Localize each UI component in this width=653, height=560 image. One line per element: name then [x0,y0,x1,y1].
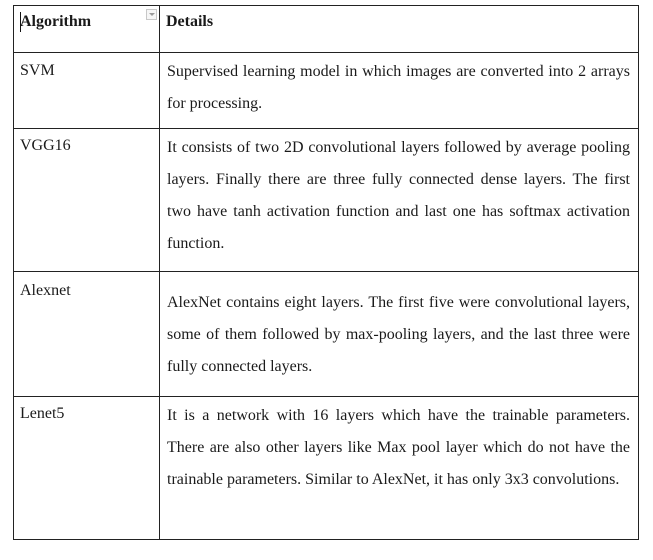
table-row: VGG16 It consists of two 2D convolutiona… [13,128,639,272]
table-header-row: Algorithm Details [13,5,639,53]
algorithm-name: SVM [20,62,55,79]
algorithm-cell[interactable]: VGG16 [13,128,160,272]
algorithm-name: Lenet5 [20,405,65,422]
details-cell[interactable]: Supervised learning model in which image… [159,52,639,129]
table-row: Lenet5 It is a network with 16 layers wh… [13,396,639,540]
filter-dropdown-icon[interactable] [146,9,157,20]
table-row: Alexnet AlexNet contains eight layers. T… [13,271,639,397]
table-row: SVM Supervised learning model in which i… [13,52,639,129]
algorithm-cell[interactable]: Alexnet [13,271,160,397]
algorithm-cell[interactable]: Lenet5 [13,396,160,540]
algorithm-details: It consists of two 2D convolutional laye… [167,139,630,252]
algorithm-name: VGG16 [20,137,71,154]
details-cell[interactable]: It is a network with 16 layers which hav… [159,396,639,540]
header-cell-details[interactable]: Details [159,5,639,53]
header-algorithm-label: Algorithm [20,13,92,30]
header-cell-algorithm[interactable]: Algorithm [13,5,160,53]
algorithm-details: It is a network with 16 layers which hav… [167,407,630,488]
algorithm-details: AlexNet contains eight layers. The first… [167,294,630,375]
header-details-label: Details [166,13,214,30]
algorithm-name: Alexnet [20,282,71,299]
text-cursor [20,12,21,32]
details-cell[interactable]: AlexNet contains eight layers. The first… [159,271,639,397]
details-cell[interactable]: It consists of two 2D convolutional laye… [159,128,639,272]
algorithm-details: Supervised learning model in which image… [167,63,630,112]
algorithm-details-table: Algorithm Details SVM Supervised learnin… [13,5,639,540]
algorithm-cell[interactable]: SVM [13,52,160,129]
